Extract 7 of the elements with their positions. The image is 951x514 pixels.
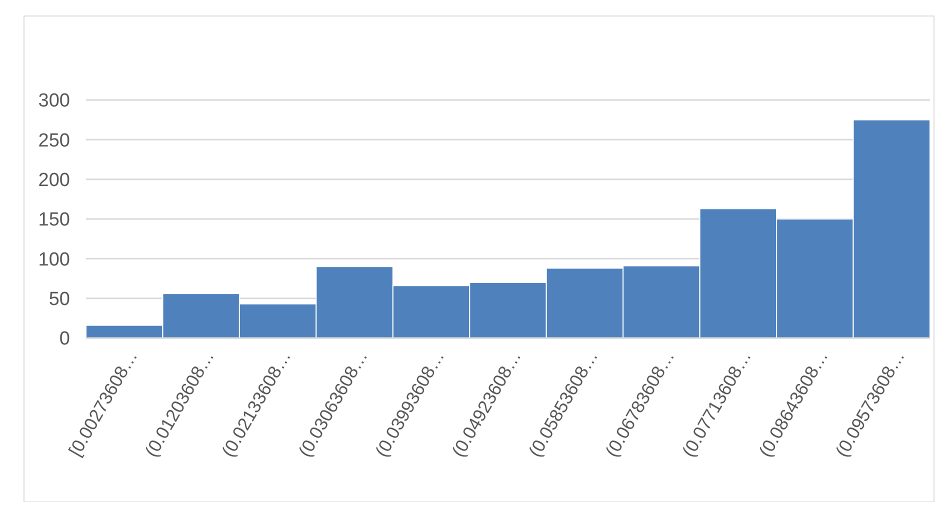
y-tick-label: 250	[38, 130, 70, 152]
y-tick-label: 150	[38, 210, 70, 231]
y-tick-label: 0	[59, 328, 70, 350]
y-tick-label: 200	[38, 170, 70, 191]
y-tick-label: 50	[48, 288, 70, 310]
y-tick-label: 300	[38, 90, 70, 112]
y-tick-label: 100	[38, 249, 70, 270]
